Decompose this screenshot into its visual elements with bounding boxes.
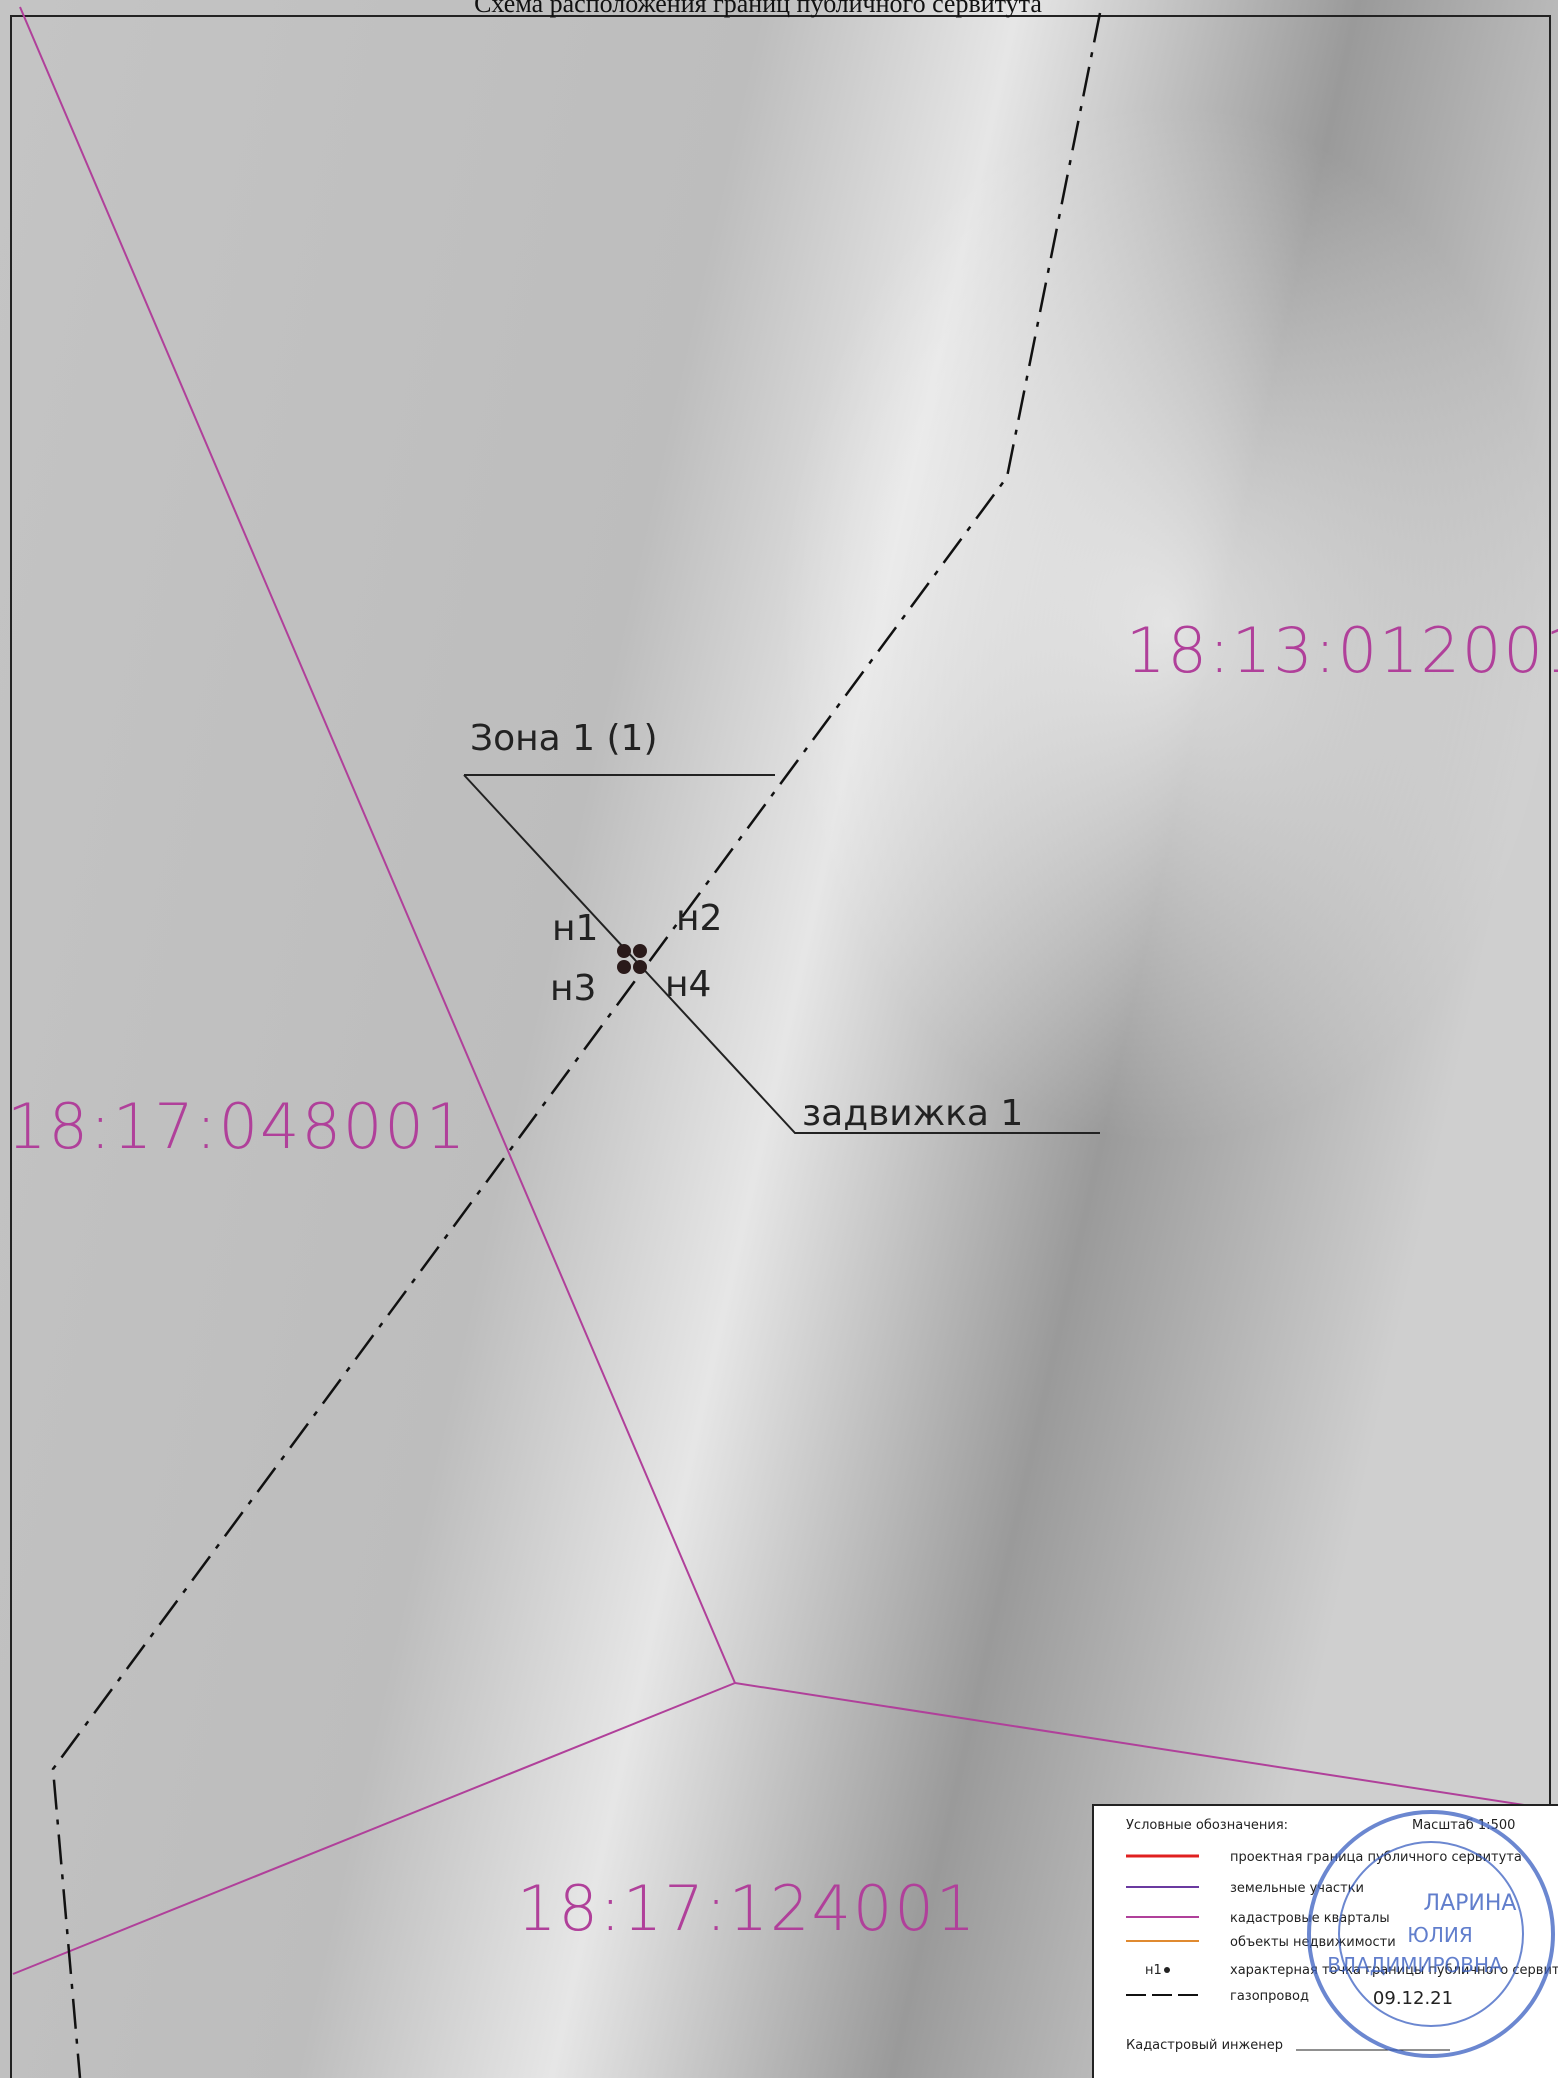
legend-symbol-label: н1	[1145, 1963, 1162, 1978]
stamp-text: ЮЛИЯ	[1407, 1923, 1473, 1947]
gas-pipeline	[51, 12, 1102, 2078]
point	[633, 944, 647, 958]
scale: Масштаб 1:500	[1412, 1818, 1515, 1833]
stamp-text: ВЛАДИМИРОВНА	[1327, 1953, 1503, 1977]
legend-title: Условные обозначения:	[1126, 1818, 1288, 1833]
parcel-label: 18:17:124001	[517, 1872, 977, 1945]
date: 09.12.21	[1373, 1988, 1453, 2009]
point	[633, 960, 647, 974]
zone-leaders	[463, 774, 1100, 1134]
legend: Условные обозначения: Масштаб 1:500 н1 п…	[1092, 1804, 1558, 2078]
zone-label: Зона 1 (1)	[470, 718, 658, 759]
leader	[463, 774, 1100, 1134]
point	[617, 960, 631, 974]
stamp	[1307, 1810, 1555, 2058]
legend-item: земельные участки	[1230, 1881, 1364, 1896]
parcel-label: 18:13:012001	[1126, 614, 1558, 687]
parcel-boundaries	[12, 6, 1551, 1975]
legend-symbol	[1164, 1967, 1170, 1973]
point	[617, 944, 631, 958]
legend-item: газопровод	[1230, 1989, 1309, 2004]
engineer: Кадастровый инженер	[1126, 2038, 1283, 2053]
frame	[10, 15, 1551, 2078]
stamp-inner	[1338, 1841, 1524, 2027]
legend-item: объекты недвижимости	[1230, 1935, 1396, 1950]
point-label: н3	[550, 968, 596, 1009]
object-label: задвижка 1	[802, 1093, 1023, 1134]
title: Схема расположения границ публичного сер…	[474, 0, 1042, 18]
legend-item: проектная граница публичного сервитута	[1230, 1850, 1522, 1865]
point-label: н4	[665, 964, 711, 1005]
point-label: н1	[552, 908, 598, 949]
stamp-text: ЛАРИНА	[1424, 1891, 1517, 1916]
point-label: н2	[676, 898, 722, 939]
zone-points	[617, 944, 647, 974]
parcel-label: 18:17:048001	[7, 1090, 467, 1163]
boundary	[12, 1682, 736, 1975]
